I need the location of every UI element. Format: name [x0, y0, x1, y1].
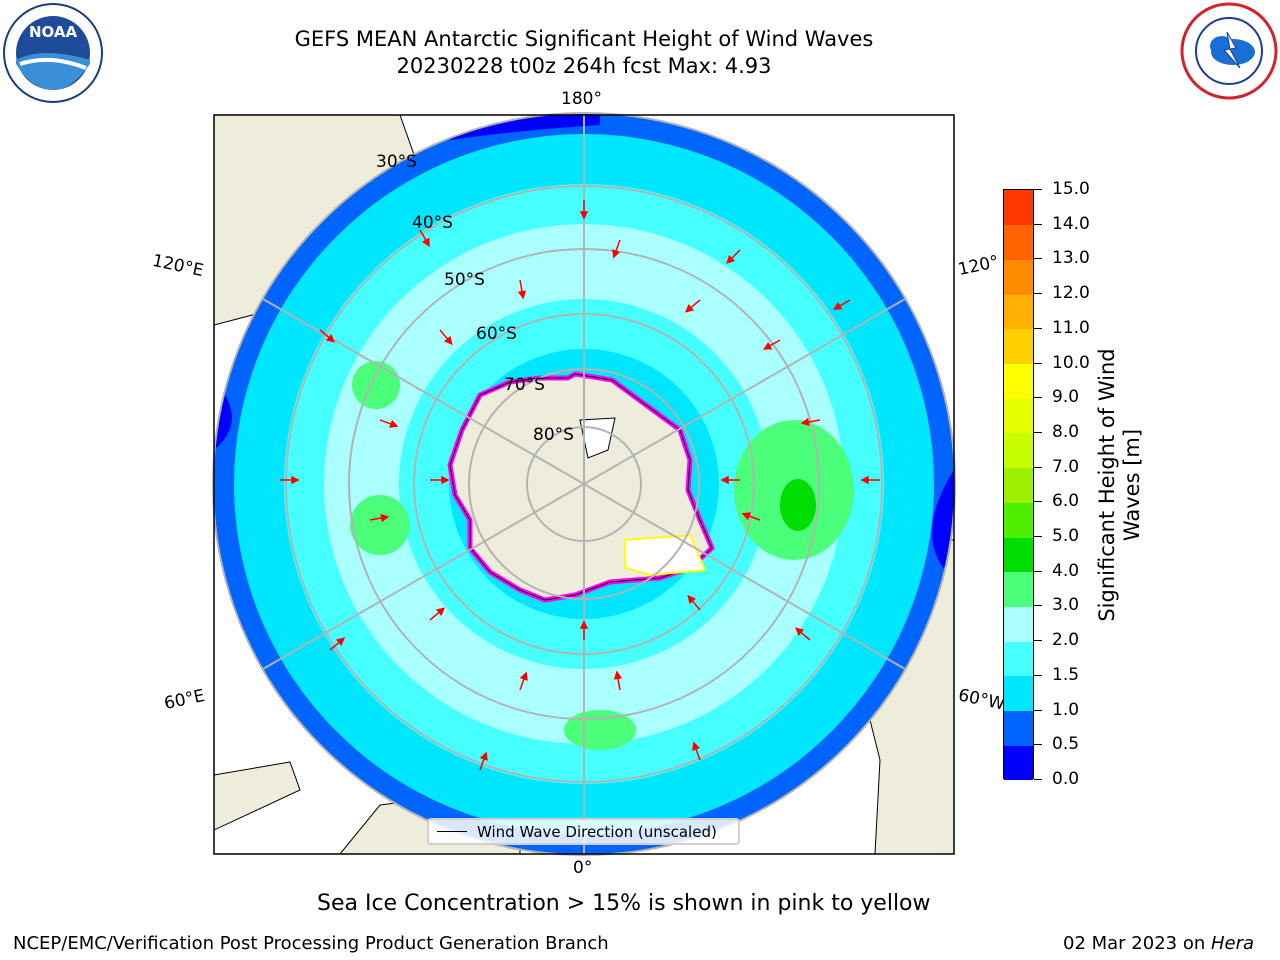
colorbar-tick-label: 10.0: [1052, 352, 1090, 373]
colorbar-tick: [1034, 709, 1042, 711]
footer-credit: NCEP/EMC/Verification Post Processing Pr…: [13, 933, 609, 954]
legend-label: Wind Wave Direction (unscaled): [477, 823, 717, 841]
noaa-logo: NOAA: [2, 2, 104, 108]
colorbar-title: Significant Height of Wind Waves [m]: [1095, 348, 1144, 622]
colorbar-tick-label: 11.0: [1052, 317, 1090, 338]
colorbar-tick: [1034, 223, 1042, 225]
footer-date: 02 Mar 2023 on Hera: [1063, 933, 1254, 954]
nws-logo: [1180, 2, 1278, 104]
lat-label-30s: 30°S: [376, 152, 417, 172]
lat-label-40s: 40°S: [412, 213, 453, 233]
antarctica: [447, 371, 715, 603]
colorbar-tick: [1034, 570, 1042, 572]
colorbar-tick-label: 9.0: [1052, 387, 1080, 408]
colorbar-segment: [1004, 294, 1033, 330]
colorbar-tick: [1034, 605, 1042, 607]
colorbar-tick: [1034, 362, 1042, 364]
chart-title: GEFS MEAN Antarctic Significant Height o…: [294, 27, 874, 51]
colorbar-tick: [1034, 536, 1042, 538]
colorbar-tick: [1034, 744, 1042, 746]
colorbar-segment: [1004, 328, 1033, 365]
graticule: [212, 112, 956, 856]
colorbar-tick-label: 0.0: [1052, 769, 1080, 789]
colorbar-tick: [1034, 674, 1042, 676]
colorbar-tick: [1034, 431, 1042, 433]
colorbar-segment: [1004, 467, 1033, 503]
colorbar-tick-label: 12.0: [1052, 283, 1090, 304]
colorbar-tick: [1034, 189, 1042, 190]
lat-label-60s: 60°S: [476, 324, 517, 344]
colorbar-segment: [1004, 675, 1033, 712]
colorbar-tick-label: 7.0: [1052, 456, 1080, 477]
colorbar-tick-label: 6.0: [1052, 491, 1080, 512]
lat-label-80s: 80°S: [533, 425, 574, 445]
colorbar-tick-label: 2.0: [1052, 630, 1080, 651]
colorbar: [1003, 189, 1034, 781]
colorbar-tick: [1034, 501, 1042, 503]
colorbar-segment: [1004, 432, 1033, 469]
legend-line-swatch: [437, 831, 467, 832]
colorbar-tick: [1034, 397, 1042, 399]
colorbar-tick-label: 4.0: [1052, 560, 1080, 581]
colorbar-segment: [1004, 537, 1033, 573]
colorbar-segment: [1004, 398, 1033, 434]
sea-ice-caption: Sea Ice Concentration > 15% is shown in …: [317, 891, 931, 916]
lat-label-50s: 50°S: [444, 270, 485, 290]
colorbar-tick: [1034, 466, 1042, 468]
colorbar-tick: [1034, 779, 1042, 780]
colorbar-segment: [1004, 710, 1033, 746]
colorbar-tick: [1034, 293, 1042, 295]
colorbar-segment: [1004, 502, 1033, 538]
colorbar-tick-label: 1.0: [1052, 699, 1080, 720]
colorbar-segment: [1004, 363, 1033, 399]
colorbar-tick-label: 14.0: [1052, 213, 1090, 234]
lat-label-70s: 70°S: [504, 375, 545, 395]
footer-date-text: 02 Mar 2023 on: [1063, 933, 1211, 954]
colorbar-segment: [1004, 606, 1033, 642]
wind-wave-arrows: [280, 200, 880, 771]
map-legend: Wind Wave Direction (unscaled): [427, 818, 740, 845]
colorbar-segment: [1004, 641, 1033, 677]
colorbar-tick: [1034, 640, 1042, 642]
colorbar-tick-label: 15.0: [1052, 179, 1090, 199]
colorbar-segment: [1004, 571, 1033, 607]
colorbar-tick-label: 5.0: [1052, 526, 1080, 547]
map-frame: [213, 114, 955, 855]
footer-machine: Hera: [1210, 933, 1255, 954]
colorbar-tick-label: 8.0: [1052, 421, 1080, 442]
colorbar-tick-label: 1.5: [1052, 664, 1080, 685]
colorbar-tick: [1034, 258, 1042, 260]
colorbar-tick-label: 13.0: [1052, 248, 1090, 269]
chart-subtitle: 20230228 t00z 264h fcst Max: 4.93: [396, 54, 772, 78]
lon-label-180: 180°: [561, 89, 602, 109]
colorbar-segment: [1004, 259, 1033, 295]
lon-label-0: 0°: [573, 858, 593, 878]
colorbar-segment: [1004, 224, 1033, 260]
colorbar-segment: [1004, 745, 1033, 781]
colorbar-tick-label: 0.5: [1052, 734, 1080, 755]
colorbar-tick-label: 3.0: [1052, 595, 1080, 616]
svg-text:NOAA: NOAA: [29, 23, 78, 41]
colorbar-tick: [1034, 327, 1042, 329]
colorbar-segment: [1004, 190, 1033, 226]
